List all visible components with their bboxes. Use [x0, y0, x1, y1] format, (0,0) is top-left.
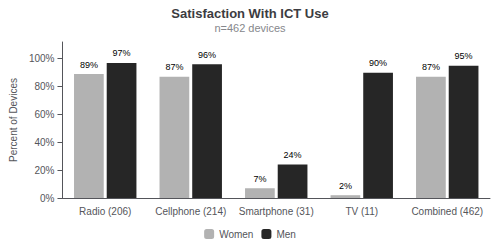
svg-text:24%: 24% — [284, 150, 302, 160]
svg-text:Percent of Devices: Percent of Devices — [8, 78, 19, 162]
svg-text:90%: 90% — [369, 58, 387, 68]
svg-text:87%: 87% — [165, 62, 183, 72]
svg-text:7%: 7% — [253, 174, 266, 184]
svg-text:n=462 devices: n=462 devices — [214, 22, 286, 34]
svg-text:Men: Men — [276, 229, 295, 240]
svg-text:60%: 60% — [34, 109, 54, 120]
svg-text:Radio (206): Radio (206) — [79, 206, 131, 217]
svg-text:Women: Women — [219, 229, 253, 240]
svg-text:Smartphone (31): Smartphone (31) — [239, 206, 314, 217]
svg-text:87%: 87% — [422, 62, 440, 72]
svg-text:89%: 89% — [80, 60, 98, 70]
svg-text:2%: 2% — [339, 181, 352, 191]
svg-text:20%: 20% — [34, 165, 54, 176]
svg-text:Combined (462): Combined (462) — [411, 206, 483, 217]
svg-text:Cellphone (214): Cellphone (214) — [155, 206, 226, 217]
svg-text:40%: 40% — [34, 137, 54, 148]
svg-text:96%: 96% — [198, 50, 216, 60]
svg-text:97%: 97% — [113, 48, 131, 58]
svg-text:0%: 0% — [40, 193, 55, 204]
svg-text:80%: 80% — [34, 81, 54, 92]
svg-text:100%: 100% — [29, 53, 55, 64]
svg-text:95%: 95% — [455, 51, 473, 61]
svg-text:TV (11): TV (11) — [345, 206, 378, 217]
svg-text:Satisfaction With ICT Use: Satisfaction With ICT Use — [171, 6, 328, 21]
